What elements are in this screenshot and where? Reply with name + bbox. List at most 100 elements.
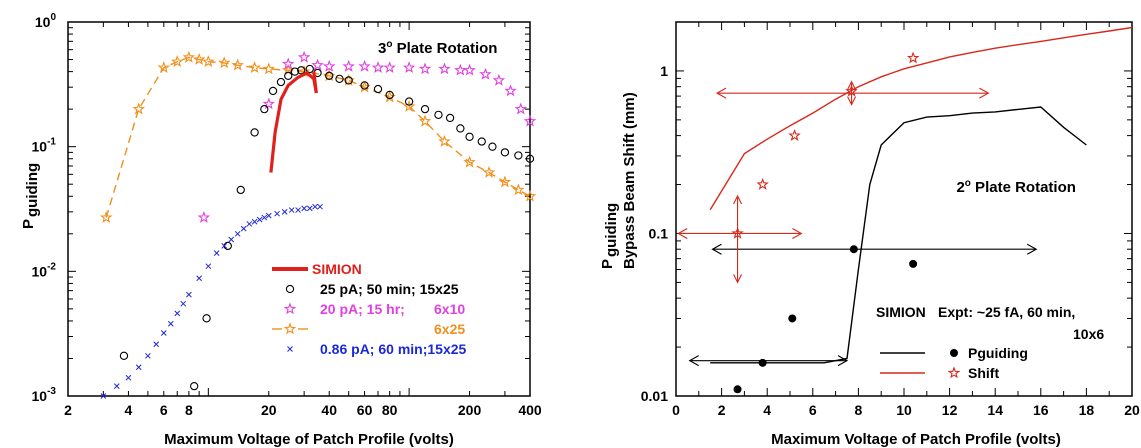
series-6x25-point xyxy=(157,61,171,73)
left-series xyxy=(100,50,537,399)
pguiding-range-arrow-low-head-right xyxy=(837,355,849,367)
series-simion-line xyxy=(269,71,318,173)
series-086pA-point xyxy=(135,364,142,371)
y-tick-label: 1 xyxy=(660,63,668,79)
legend-row: 0.86 pA; 60 min;15x25 xyxy=(287,341,467,357)
y-tick-label: 100 xyxy=(35,12,57,30)
y-tick-label: 0.1 xyxy=(649,225,669,241)
right-annotation-degree: o xyxy=(965,178,971,189)
right-axis-ticks xyxy=(675,21,1133,397)
series-20pA-point xyxy=(504,84,517,97)
series-20pA-point xyxy=(492,73,506,86)
right-y-label-main: P xyxy=(599,259,616,269)
shift-range-arrow-high-head-left xyxy=(715,87,727,99)
series-25pA-point xyxy=(276,77,286,87)
series-expt-shift-point xyxy=(906,51,920,64)
series-6x25-point xyxy=(402,99,416,112)
legend-row: Pguiding xyxy=(880,345,1028,361)
pguiding-range-arrow-high-head-left xyxy=(711,243,722,255)
shift-range-arrow-high-head-right xyxy=(979,87,990,99)
x-tick-label: 20 xyxy=(1124,402,1140,418)
series-20pA-point xyxy=(371,61,385,73)
x-tick-label: 80 xyxy=(382,402,398,418)
series-086pA-point xyxy=(234,230,241,237)
series-25pA-point xyxy=(250,128,259,137)
x-tick-label: 8 xyxy=(855,402,863,418)
right-y-label-sub: guiding xyxy=(603,203,620,257)
shift-range-arrow-low-head-left xyxy=(677,227,688,239)
legend-label: 6x25 xyxy=(434,321,465,337)
right-annotation: 2o Plate Rotation xyxy=(956,178,1075,196)
series-25pA-point xyxy=(373,84,383,94)
legend-x xyxy=(287,346,293,352)
legend-label-2: 6x10 xyxy=(434,301,465,317)
series-25pA-point xyxy=(445,113,455,123)
left-plot-frame xyxy=(67,21,531,397)
x-tick-label: 400 xyxy=(518,402,542,418)
series-20pA-point xyxy=(463,63,476,76)
x-tick-label: 6 xyxy=(809,402,817,418)
legend-row: 25 pA; 50 min; 15x25 xyxy=(285,281,459,297)
series-086pA-point xyxy=(153,341,160,348)
series-25pA-point xyxy=(260,104,269,114)
series-25pA-point xyxy=(500,148,510,157)
series-25pA-point xyxy=(202,314,211,323)
series-086pA-point xyxy=(274,210,280,217)
left-y-label-main: P xyxy=(20,219,37,229)
right-plot-frame xyxy=(675,21,1133,397)
series-086pA-point xyxy=(145,352,151,359)
series-25pA-point xyxy=(420,104,430,114)
series-6x25-point xyxy=(438,134,451,147)
series-25pA-point xyxy=(119,351,129,360)
series-086pA-point xyxy=(295,207,301,213)
pguiding-range-arrow-low-head-left xyxy=(688,355,699,367)
series-086pA-point xyxy=(196,275,203,282)
right-series xyxy=(709,26,1133,394)
y-tick-label: 0.01 xyxy=(641,388,668,404)
x-tick-label: 40 xyxy=(321,402,337,418)
legend-star xyxy=(283,322,297,335)
series-086pA-point xyxy=(317,203,323,210)
series-086pA-point xyxy=(186,291,192,298)
x-tick-label: 200 xyxy=(458,402,482,418)
series-20pA-point xyxy=(323,59,336,72)
series-6x25-point xyxy=(512,183,525,196)
legend-label: Shift xyxy=(968,365,999,381)
right-legend-title-expt-size: 10x6 xyxy=(1073,326,1104,342)
series-25pA-point xyxy=(385,90,394,100)
series-20pA-point xyxy=(342,59,355,72)
series-6x25-point xyxy=(202,55,215,68)
y-tick-base: 10 xyxy=(32,388,48,404)
y-tick-base: 10 xyxy=(35,14,51,30)
legend-row: SIMION xyxy=(272,261,362,277)
x-tick-label: 14 xyxy=(987,402,1003,418)
right-x-axis-label: Maximum Voltage of Patch Profile (volts) xyxy=(771,431,1061,448)
y-tick-base: 10 xyxy=(32,139,48,155)
series-6x25-point xyxy=(498,175,512,188)
series-expt-shift-point xyxy=(756,177,769,190)
y-tick-exponent: -3 xyxy=(47,386,56,397)
series-25pA-point xyxy=(434,110,443,119)
series-086pA-point xyxy=(301,205,307,212)
left-legend: SIMION 25 pA; 50 min; 15x25 20 pA; 15 hr; 6… xyxy=(272,261,467,357)
series-20pA-point xyxy=(197,211,211,223)
series-expt-pguiding-point xyxy=(788,314,797,323)
series-25pA-point xyxy=(297,66,306,75)
legend-label: Pguiding xyxy=(968,345,1028,361)
series-086pA-point xyxy=(180,300,187,307)
right-error-arrows xyxy=(677,80,1038,367)
series-20pA-point xyxy=(454,63,467,76)
y-tick-exponent: -2 xyxy=(47,261,56,272)
series-expt-pguiding-point xyxy=(758,358,767,367)
right-legend: SIMION Expt: ~25 fA, 60 min, 10x6 Pguidi… xyxy=(876,304,1104,381)
series-086pA-point xyxy=(113,383,120,389)
right-x-tick-labels: 0 2 4 6 8 10 12 14 16 18 20 xyxy=(672,402,1140,418)
x-tick-label: 60 xyxy=(357,402,373,418)
x-tick-label: 4 xyxy=(763,402,771,418)
series-20pA-point xyxy=(297,50,311,63)
series-086pA-point xyxy=(221,243,228,249)
series-6x25-point xyxy=(218,56,231,69)
legend-label: 20 pA; 15 hr; xyxy=(320,301,405,317)
series-25pA-point xyxy=(223,241,232,251)
series-simion-shift xyxy=(709,26,1133,211)
